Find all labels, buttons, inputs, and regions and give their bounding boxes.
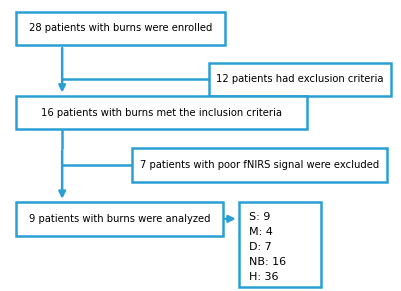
FancyBboxPatch shape xyxy=(239,202,321,287)
Text: 28 patients with burns were enrolled: 28 patients with burns were enrolled xyxy=(28,23,212,33)
FancyBboxPatch shape xyxy=(16,12,225,45)
FancyBboxPatch shape xyxy=(16,202,223,236)
Text: H: 36: H: 36 xyxy=(249,272,278,282)
Text: D: 7: D: 7 xyxy=(249,242,271,252)
FancyBboxPatch shape xyxy=(209,63,391,96)
Text: 12 patients had exclusion criteria: 12 patients had exclusion criteria xyxy=(216,74,383,84)
FancyBboxPatch shape xyxy=(132,148,387,182)
Text: 9 patients with burns were analyzed: 9 patients with burns were analyzed xyxy=(28,214,210,224)
Text: NB: 16: NB: 16 xyxy=(249,257,286,267)
Text: 7 patients with poor fNIRS signal were excluded: 7 patients with poor fNIRS signal were e… xyxy=(140,160,379,170)
FancyBboxPatch shape xyxy=(16,96,307,129)
Text: M: 4: M: 4 xyxy=(249,227,273,237)
Text: S: 9: S: 9 xyxy=(249,212,270,221)
Text: 16 patients with burns met the inclusion criteria: 16 patients with burns met the inclusion… xyxy=(41,108,282,118)
